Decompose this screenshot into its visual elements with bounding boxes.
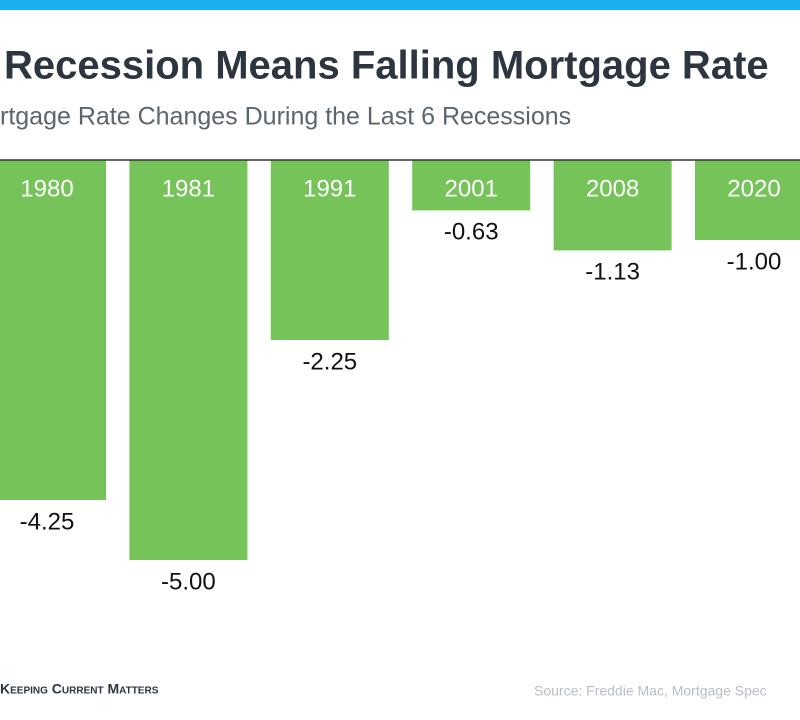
x-tick-label: 2001 [445,175,498,202]
logo: Keeping Current Matters [0,681,159,697]
value-label: -2.25 [302,348,357,375]
bar [270,160,389,340]
chart-subtitle: rtgage Rate Changes During the Last 6 Re… [0,103,571,131]
x-tick-label: 2020 [727,175,780,202]
value-label: -4.25 [20,508,75,535]
value-label: -1.00 [727,248,782,275]
value-label: -5.00 [161,568,216,595]
bar [695,160,800,240]
source: Source: Freddie Mac, Mortgage Spec [534,683,767,699]
bar [412,160,531,211]
bar [553,160,672,251]
x-tick-label: 1981 [162,175,215,202]
top-stripe [0,0,800,10]
x-tick-label: 1991 [303,175,356,202]
chart-title: Recession Means Falling Mortgage Rate [4,44,769,88]
x-tick-label: 2008 [586,175,639,202]
bar [0,160,106,500]
bar [129,160,248,560]
value-label: -1.13 [585,259,640,286]
x-tick-label: 1980 [20,175,73,202]
value-label: -0.63 [444,219,499,246]
